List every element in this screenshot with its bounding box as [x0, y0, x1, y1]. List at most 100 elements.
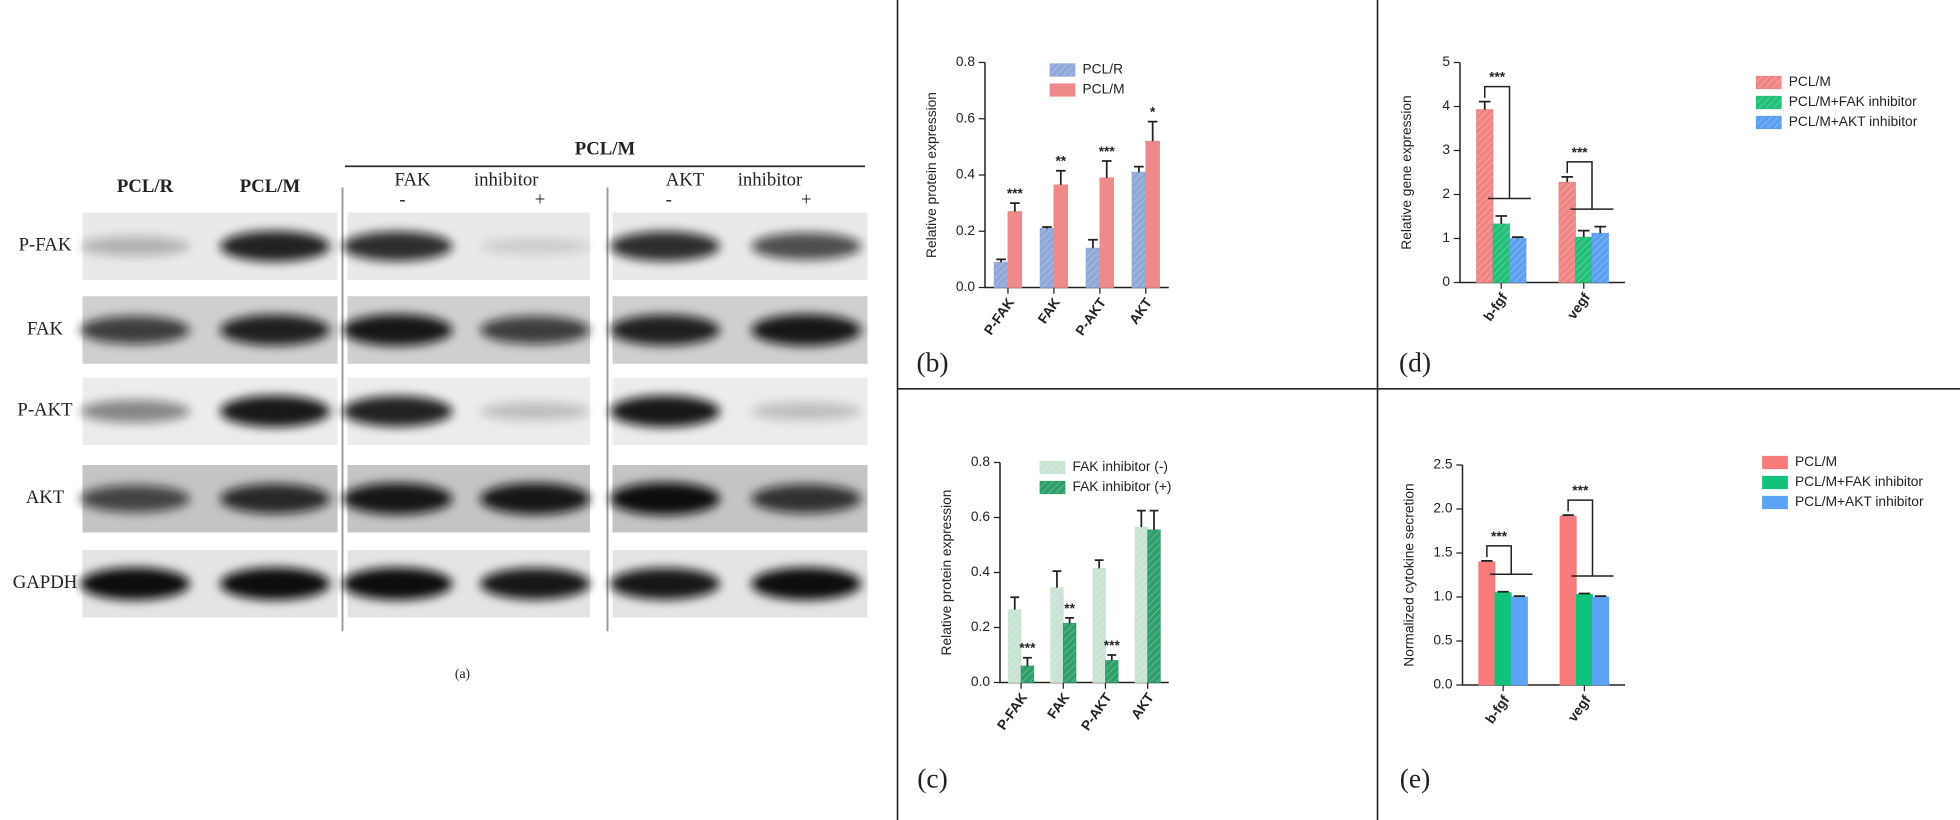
error-bar: [1561, 176, 1574, 183]
y-tick-label: 0.0: [971, 674, 990, 689]
blot-band: [342, 482, 453, 515]
y-tick-label: 2.0: [1433, 501, 1452, 516]
y-tick-label: 0: [1442, 274, 1450, 289]
bar: [1085, 247, 1101, 288]
blot-band: [80, 567, 190, 600]
y-tick-label: 0.6: [971, 509, 990, 524]
panel-label: (b): [916, 346, 948, 377]
bar: [1092, 568, 1106, 683]
blot-band: [751, 232, 862, 260]
error-bar: [1055, 169, 1066, 185]
blot-band: [480, 237, 590, 255]
blot-band: [610, 567, 720, 600]
blot-band: [480, 567, 590, 600]
row-label: GAPDH: [13, 572, 78, 593]
error-bar: [1149, 509, 1159, 530]
y-tick-label: 2.5: [1433, 457, 1452, 472]
bar: [1007, 211, 1023, 288]
x-tick-label: FAK: [1044, 690, 1072, 721]
row-label: AKT: [26, 487, 65, 508]
legend-swatch: [1755, 95, 1782, 110]
error-bar: [1101, 160, 1112, 178]
error-bar: [1022, 656, 1032, 666]
x-tick-label: FAK: [1035, 295, 1063, 326]
significance: ***: [1489, 70, 1506, 85]
row-label: P-FAK: [19, 235, 72, 256]
error-bar: [1088, 238, 1098, 249]
error-bar: [1481, 560, 1493, 562]
error-bar: [1562, 514, 1574, 517]
y-axis-label: Normalized cytokine secretion: [1402, 483, 1417, 666]
error-bar: [1478, 100, 1491, 110]
legend-label: PCL/M: [1795, 454, 1837, 469]
treatment-label: inhibitor: [738, 170, 803, 191]
row-label: FAK: [27, 318, 64, 339]
blot-band: [220, 314, 330, 346]
blot-band: [220, 483, 330, 514]
legend-swatch: [1762, 475, 1788, 490]
bar: [1105, 660, 1119, 683]
significance: ***: [1572, 145, 1589, 160]
bar: [1575, 593, 1593, 686]
x-tick-label: P-AKT: [1073, 295, 1110, 339]
x-tick-label: P-AKT: [1078, 690, 1115, 734]
bar: [1592, 596, 1610, 686]
blot-band: [480, 482, 590, 515]
blot-band: [480, 402, 590, 421]
error-bar: [996, 258, 1006, 263]
blot-band: [610, 395, 720, 428]
sign: -: [399, 190, 405, 211]
y-tick-label: 0.2: [971, 619, 990, 634]
x-tick-label: b-fgf: [1481, 290, 1511, 324]
legend-label: FAK inhibitor (+): [1073, 479, 1172, 494]
significance: ***: [1007, 186, 1024, 201]
bar: [1591, 232, 1609, 283]
y-tick-label: 2: [1442, 186, 1450, 201]
y-tick-label: 1: [1442, 230, 1450, 245]
y-tick-label: 3: [1442, 142, 1450, 157]
lane-label: PCL/R: [117, 176, 174, 197]
group-header: PCL/M: [575, 138, 636, 159]
significance-bracket: [1486, 545, 1533, 575]
y-axis-label: Relative protein expression: [924, 92, 939, 258]
legend-label: PCL/M+FAK inhibitor: [1795, 474, 1923, 489]
y-axis-label: Relative protein expression: [939, 490, 954, 656]
bar: [1062, 623, 1077, 683]
sign: +: [801, 190, 812, 211]
error-bar: [1134, 165, 1144, 173]
blot-band: [751, 314, 862, 346]
blot-band: [480, 315, 590, 345]
y-tick-label: 0.4: [971, 564, 990, 579]
blot-band: [751, 484, 862, 514]
panel-label: (d): [1399, 346, 1431, 377]
significance-bracket: [1484, 85, 1531, 200]
bar: [1476, 109, 1494, 283]
sign: +: [535, 190, 546, 211]
y-tick-label: 0.5: [1433, 633, 1452, 648]
error-bar: [1042, 226, 1052, 229]
blot-band: [80, 315, 190, 345]
panel-label: (c): [917, 763, 948, 794]
x-tick-label: b-fgf: [1482, 692, 1512, 726]
y-tick-label: 1.0: [1433, 589, 1452, 604]
bar: [1050, 587, 1064, 683]
legend-swatch: [1755, 115, 1782, 130]
y-tick-label: 0.4: [956, 167, 975, 182]
bar: [1494, 592, 1512, 686]
blot-band: [220, 230, 330, 262]
legend-label: PCL/R: [1083, 62, 1124, 77]
legend-label: PCL/M+AKT inhibitor: [1795, 494, 1924, 509]
treatment-label: FAK: [394, 170, 431, 191]
legend-label: PCL/M: [1083, 82, 1125, 97]
bar: [1510, 596, 1528, 686]
error-bar: [1107, 654, 1117, 661]
blot-band: [342, 567, 453, 600]
significance: *: [1150, 104, 1156, 119]
blot-band: [80, 236, 190, 256]
error-bar: [1513, 595, 1526, 597]
significance: ***: [1104, 638, 1121, 653]
significance: **: [1055, 154, 1066, 169]
bar: [1575, 236, 1593, 283]
x-tick-label: AKT: [1128, 690, 1157, 722]
treatment-label: inhibitor: [474, 170, 539, 191]
